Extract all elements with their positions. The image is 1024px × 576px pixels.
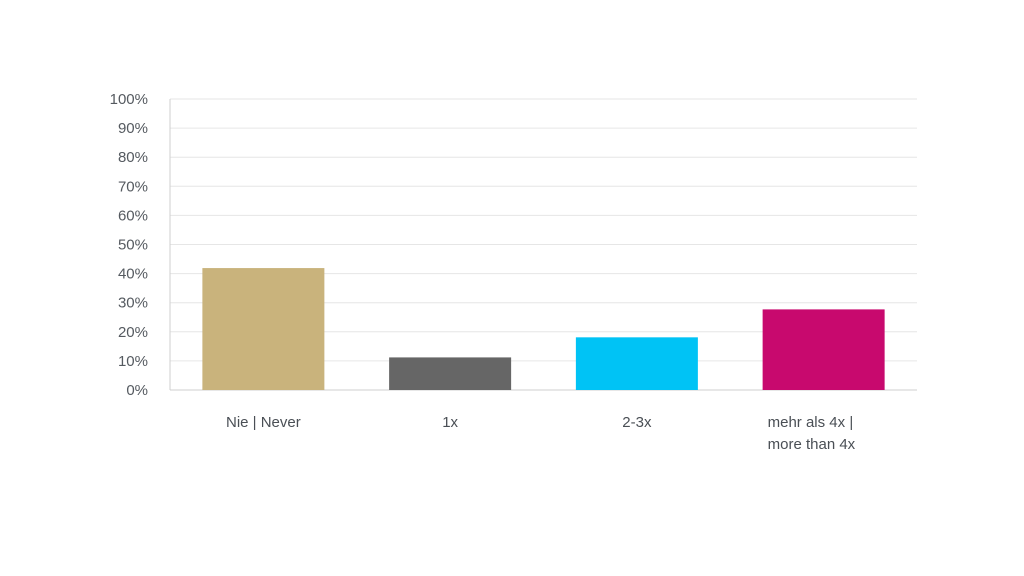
bar [575,337,698,390]
y-tick-label: 10% [118,353,148,370]
bar [762,309,885,390]
y-tick-label: 100% [110,91,148,108]
x-tick-label-line: mehr als 4x | [768,414,854,431]
y-tick-label: 0% [126,382,148,399]
y-tick-label: 30% [118,295,148,312]
bars [202,268,885,390]
x-tick-label: 2-3x [622,414,652,431]
y-axis-ticks: 0% 10% 20% 30% 40% 50% 60% 70% 80% 90% 100% [110,91,148,399]
y-tick-label: 60% [118,207,148,224]
y-tick-label: 20% [118,324,148,341]
x-tick-label-line: 2-3x [622,414,652,431]
x-tick-label: mehr als 4x | more than 4x [768,414,856,453]
x-tick-label: Nie | Never [226,414,301,431]
bar [389,357,512,390]
y-tick-label: 80% [118,149,148,166]
x-tick-label-line: 1x [442,414,458,431]
x-axis-labels: Nie | Never 1x 2-3x mehr als 4x | more than … [226,414,856,453]
y-tick-label: 40% [118,266,148,283]
x-tick-label-line: more than 4x [768,436,856,453]
y-tick-label: 90% [118,120,148,137]
bar [202,268,325,390]
y-tick-label: 50% [118,237,148,254]
x-tick-label: 1x [442,414,458,431]
y-tick-label: 70% [118,178,148,195]
x-tick-label-line: Nie | Never [226,414,301,431]
